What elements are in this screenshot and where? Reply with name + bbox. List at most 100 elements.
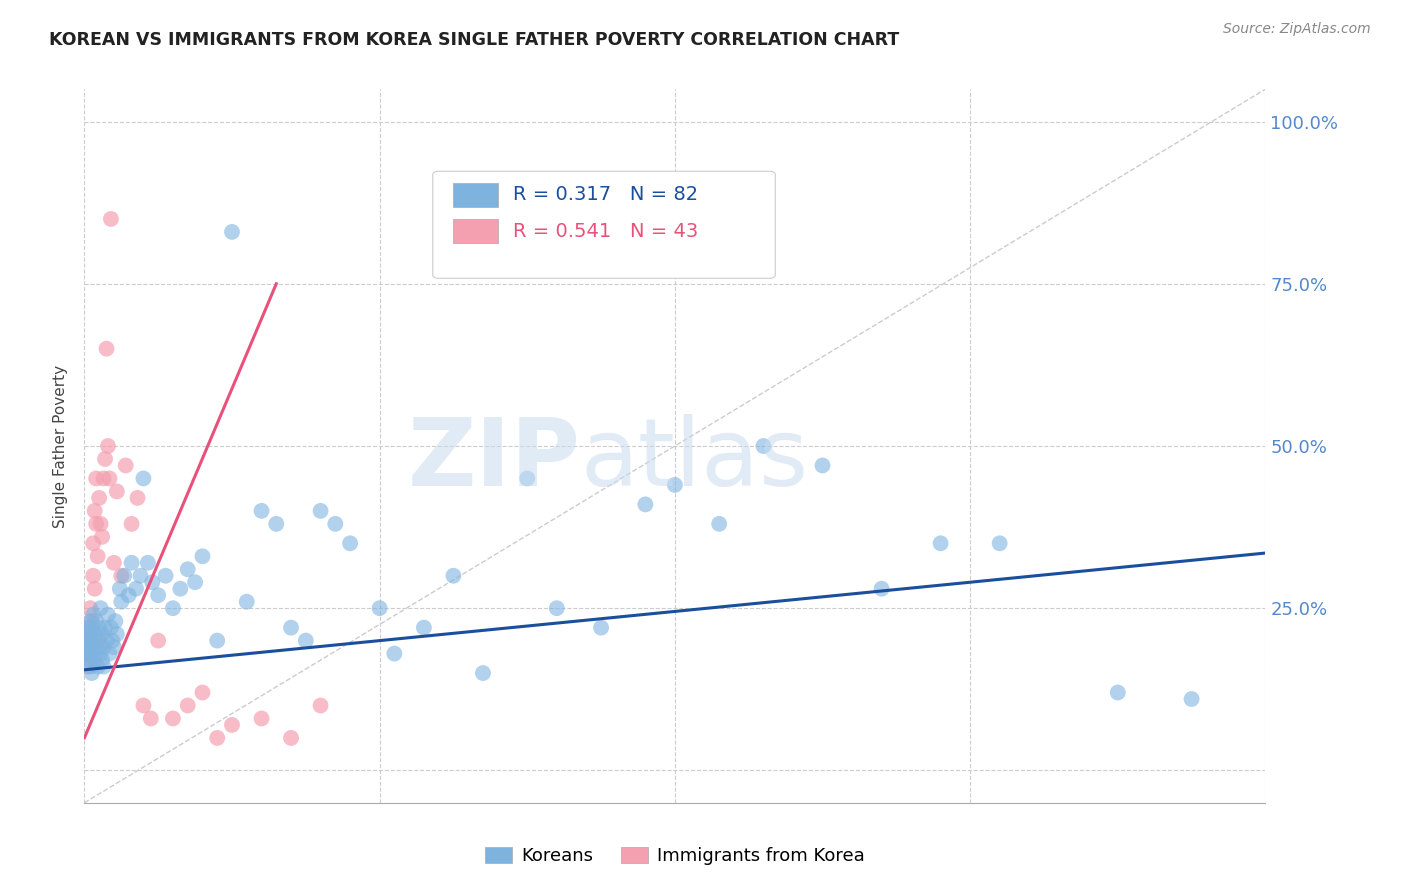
Point <box>207 633 229 648</box>
Point <box>96 342 118 356</box>
Point <box>83 653 105 667</box>
Y-axis label: Single Father Poverty: Single Father Poverty <box>53 365 69 527</box>
Point <box>108 582 131 596</box>
Point <box>591 621 613 635</box>
FancyBboxPatch shape <box>453 184 498 207</box>
Point <box>98 647 121 661</box>
Text: R = 0.317   N = 82: R = 0.317 N = 82 <box>513 186 699 204</box>
Point <box>105 484 128 499</box>
Point <box>100 621 122 635</box>
Point <box>870 582 893 596</box>
Point <box>127 491 149 505</box>
Point <box>86 633 108 648</box>
Point <box>87 640 111 654</box>
Point <box>87 491 111 505</box>
Point <box>1181 692 1204 706</box>
Point <box>169 582 191 596</box>
Point <box>77 653 100 667</box>
Point <box>110 595 132 609</box>
Point <box>82 568 104 582</box>
Point <box>97 439 120 453</box>
Point <box>162 601 184 615</box>
Point <box>132 471 155 485</box>
Point <box>79 647 101 661</box>
Point <box>250 504 273 518</box>
Point <box>221 225 243 239</box>
Point <box>132 698 155 713</box>
Point <box>94 452 117 467</box>
Point <box>368 601 391 615</box>
Point <box>79 601 101 615</box>
Point <box>104 614 127 628</box>
Text: ZIP: ZIP <box>408 414 581 507</box>
Point <box>929 536 952 550</box>
Point <box>80 633 103 648</box>
Point <box>250 711 273 725</box>
FancyBboxPatch shape <box>433 171 775 278</box>
Point <box>80 621 103 635</box>
Point <box>82 607 104 622</box>
Point <box>309 698 332 713</box>
Text: atlas: atlas <box>581 414 808 507</box>
Point <box>413 621 436 635</box>
Point <box>101 633 124 648</box>
Point <box>136 556 159 570</box>
Point <box>76 621 98 635</box>
Text: Source: ZipAtlas.com: Source: ZipAtlas.com <box>1223 22 1371 37</box>
Point <box>1107 685 1129 699</box>
Point <box>86 659 108 673</box>
Point <box>76 633 98 648</box>
Point <box>93 659 115 673</box>
Point <box>155 568 177 582</box>
Point <box>83 627 105 641</box>
Point <box>75 647 97 661</box>
Point <box>93 640 115 654</box>
Point <box>266 516 288 531</box>
Point <box>91 530 114 544</box>
Point <box>139 711 162 725</box>
Point <box>546 601 568 615</box>
Point <box>82 536 104 550</box>
Point <box>91 627 114 641</box>
Point <box>77 627 100 641</box>
Point <box>75 647 97 661</box>
Legend: Koreans, Immigrants from Korea: Koreans, Immigrants from Korea <box>485 847 865 865</box>
Point <box>79 614 101 628</box>
Point <box>114 458 136 473</box>
FancyBboxPatch shape <box>453 219 498 243</box>
Point <box>443 568 465 582</box>
Point <box>207 731 229 745</box>
Point <box>77 621 100 635</box>
Point <box>129 568 152 582</box>
Point <box>184 575 207 590</box>
Point <box>112 568 135 582</box>
Point <box>191 685 214 699</box>
Point <box>516 471 538 485</box>
Point <box>97 607 120 622</box>
Point <box>98 471 121 485</box>
Point <box>382 647 406 661</box>
Point <box>103 556 125 570</box>
Point <box>83 582 105 596</box>
Point <box>148 633 170 648</box>
Point <box>94 621 117 635</box>
Point <box>177 698 200 713</box>
Point <box>80 666 103 681</box>
Point <box>103 640 125 654</box>
Point <box>90 516 112 531</box>
Point <box>76 633 98 648</box>
Text: R = 0.541   N = 43: R = 0.541 N = 43 <box>513 222 699 242</box>
Point <box>148 588 170 602</box>
Point <box>91 653 114 667</box>
Point <box>295 633 318 648</box>
Point <box>125 582 148 596</box>
Point <box>280 621 302 635</box>
Point <box>177 562 200 576</box>
Point <box>709 516 731 531</box>
Point <box>121 516 143 531</box>
Point <box>162 711 184 725</box>
Point <box>76 659 98 673</box>
Point <box>664 478 686 492</box>
Point <box>84 471 107 485</box>
Point <box>82 640 104 654</box>
